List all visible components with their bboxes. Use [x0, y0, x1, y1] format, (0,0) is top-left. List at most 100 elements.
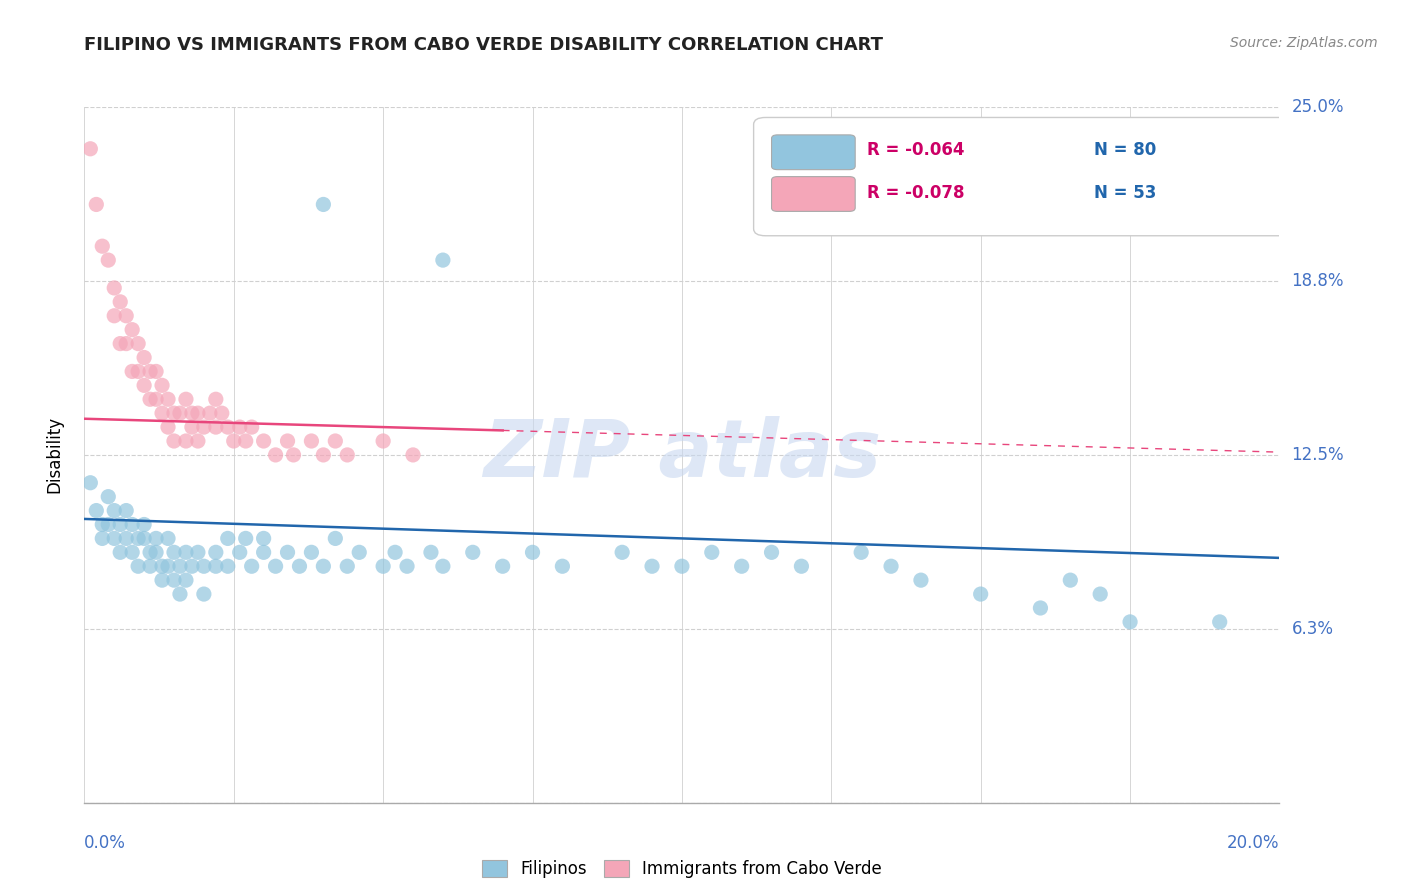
Point: [790, 559, 813, 574]
Point: [253, 545, 276, 559]
Point: [110, 545, 132, 559]
Point: [384, 545, 406, 559]
Point: [253, 434, 276, 448]
Point: [217, 532, 239, 546]
Point: [157, 559, 180, 574]
Point: [522, 545, 544, 559]
Point: [193, 587, 215, 601]
Point: [145, 392, 167, 407]
Point: [121, 323, 143, 337]
Point: [205, 559, 228, 574]
Point: [121, 517, 143, 532]
Text: ZIP atlas: ZIP atlas: [482, 416, 882, 494]
Point: [432, 253, 454, 268]
Point: [115, 532, 138, 546]
Point: [228, 545, 252, 559]
Point: [222, 434, 245, 448]
Point: [187, 406, 209, 420]
Point: [420, 545, 443, 559]
Point: [132, 378, 156, 392]
Point: [103, 503, 125, 517]
Point: [187, 545, 209, 559]
Point: [910, 573, 932, 587]
Point: [139, 545, 162, 559]
Point: [150, 378, 173, 392]
Point: [880, 559, 903, 574]
Point: [145, 545, 167, 559]
Point: [97, 490, 120, 504]
Point: [97, 517, 120, 532]
Point: [132, 517, 156, 532]
Point: [276, 545, 298, 559]
Point: [110, 517, 132, 532]
Point: [1208, 615, 1232, 629]
Point: [198, 406, 221, 420]
Text: 0.0%: 0.0%: [84, 834, 127, 852]
Legend: Filipinos, Immigrants from Cabo Verde: Filipinos, Immigrants from Cabo Verde: [475, 854, 889, 885]
Point: [121, 545, 143, 559]
Point: [180, 559, 202, 574]
Point: [253, 532, 276, 546]
Point: [323, 434, 347, 448]
Point: [312, 197, 335, 211]
Point: [336, 559, 359, 574]
Point: [301, 545, 323, 559]
Point: [103, 532, 125, 546]
Point: [127, 532, 149, 546]
Point: [396, 559, 419, 574]
Point: [127, 559, 149, 574]
Point: [163, 545, 186, 559]
Point: [157, 420, 180, 434]
Text: N = 53: N = 53: [1094, 184, 1157, 202]
Text: 18.8%: 18.8%: [1291, 272, 1344, 290]
Point: [169, 406, 191, 420]
Point: [139, 559, 162, 574]
Point: [641, 559, 664, 574]
Point: [97, 253, 120, 268]
Point: [169, 587, 191, 601]
Point: [180, 406, 202, 420]
Text: 20.0%: 20.0%: [1227, 834, 1279, 852]
Point: [700, 545, 723, 559]
Text: N = 80: N = 80: [1094, 141, 1157, 159]
Point: [193, 420, 215, 434]
Point: [336, 448, 359, 462]
Point: [551, 559, 574, 574]
Point: [205, 420, 228, 434]
FancyBboxPatch shape: [754, 118, 1291, 235]
Point: [970, 587, 993, 601]
Point: [193, 559, 215, 574]
Text: 6.3%: 6.3%: [1291, 620, 1333, 638]
Point: [312, 559, 335, 574]
Point: [157, 532, 180, 546]
Point: [79, 142, 101, 156]
Point: [228, 420, 252, 434]
Point: [1119, 615, 1142, 629]
Point: [174, 573, 197, 587]
Point: [86, 503, 108, 517]
Text: 25.0%: 25.0%: [1291, 98, 1344, 116]
Point: [103, 309, 125, 323]
Text: 12.5%: 12.5%: [1291, 446, 1344, 464]
Point: [1029, 601, 1052, 615]
Point: [205, 545, 228, 559]
Point: [371, 434, 394, 448]
Point: [217, 420, 239, 434]
Text: R = -0.078: R = -0.078: [868, 184, 965, 202]
Point: [461, 545, 484, 559]
Point: [492, 559, 515, 574]
Point: [610, 545, 633, 559]
Point: [86, 197, 108, 211]
Point: [110, 294, 132, 309]
Point: [91, 532, 114, 546]
Point: [174, 434, 197, 448]
Point: [139, 364, 162, 378]
Point: [276, 434, 298, 448]
Point: [91, 517, 114, 532]
Point: [163, 573, 186, 587]
Point: [1088, 587, 1111, 601]
Point: [163, 406, 186, 420]
Point: [115, 336, 138, 351]
Point: [205, 392, 228, 407]
Point: [1059, 573, 1081, 587]
